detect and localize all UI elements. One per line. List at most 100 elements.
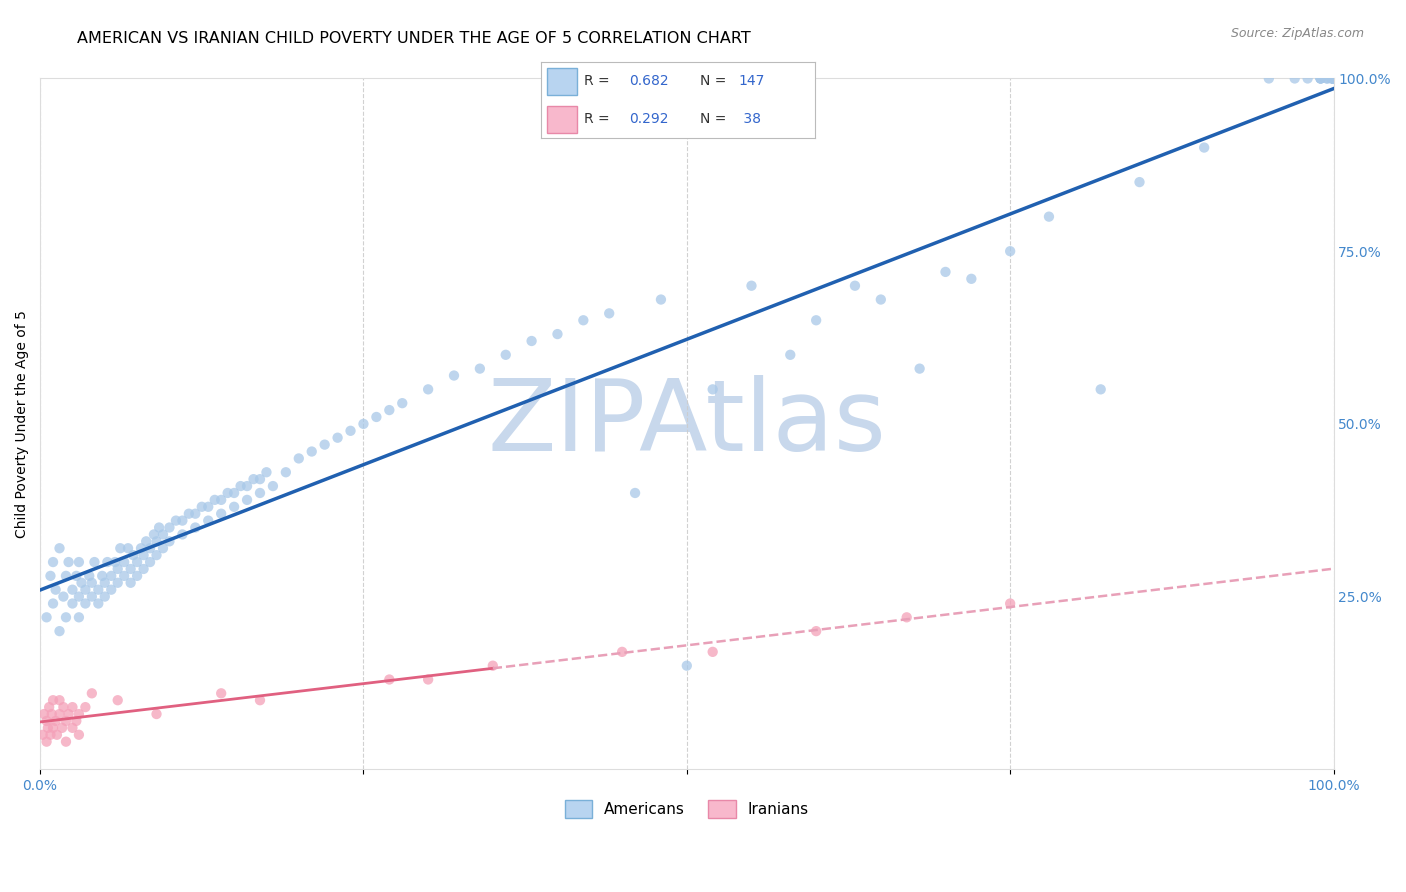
Point — [1322, 71, 1344, 86]
Point — [31, 728, 53, 742]
Point — [117, 541, 139, 556]
Point — [804, 624, 827, 639]
Point — [107, 562, 129, 576]
Point — [110, 541, 132, 556]
Point — [1322, 71, 1344, 86]
Point — [1128, 175, 1150, 189]
Point — [908, 361, 931, 376]
Point — [83, 555, 105, 569]
Point — [75, 700, 97, 714]
Point — [39, 728, 62, 742]
Point — [804, 313, 827, 327]
Point — [107, 693, 129, 707]
Point — [301, 444, 323, 458]
Point — [960, 272, 983, 286]
Point — [152, 527, 174, 541]
Point — [1309, 71, 1331, 86]
Point — [1257, 71, 1279, 86]
Point — [96, 555, 118, 569]
Point — [45, 582, 67, 597]
Point — [1322, 71, 1344, 86]
Text: R =: R = — [583, 112, 614, 127]
Point — [229, 479, 252, 493]
Point — [197, 514, 219, 528]
Point — [204, 492, 226, 507]
Text: 0.292: 0.292 — [628, 112, 668, 127]
Point — [418, 673, 440, 687]
Point — [236, 479, 259, 493]
Text: N =: N = — [700, 74, 731, 88]
Text: 38: 38 — [738, 112, 761, 127]
Point — [107, 575, 129, 590]
Point — [104, 555, 127, 569]
Point — [998, 597, 1021, 611]
Point — [1320, 71, 1343, 86]
Point — [48, 706, 70, 721]
Point — [145, 534, 167, 549]
Point — [67, 706, 90, 721]
Point — [145, 706, 167, 721]
Point — [1322, 71, 1344, 86]
Point — [624, 486, 647, 500]
Point — [122, 548, 145, 562]
Text: N =: N = — [700, 112, 731, 127]
Point — [1322, 71, 1344, 86]
Text: ZIPAtlas: ZIPAtlas — [488, 376, 886, 473]
Point — [80, 590, 103, 604]
Point — [779, 348, 801, 362]
Point — [67, 610, 90, 624]
Point — [274, 465, 297, 479]
Point — [159, 520, 181, 534]
Point — [598, 306, 620, 320]
Point — [262, 479, 284, 493]
Point — [1038, 210, 1060, 224]
Point — [67, 728, 90, 742]
Point — [209, 507, 232, 521]
Point — [165, 514, 187, 528]
Point — [378, 403, 401, 417]
Point — [520, 334, 543, 348]
Point — [67, 555, 90, 569]
Point — [418, 382, 440, 396]
Point — [896, 610, 918, 624]
Point — [55, 610, 77, 624]
Point — [65, 569, 87, 583]
Point — [249, 693, 271, 707]
Point — [177, 507, 200, 521]
Point — [1296, 71, 1319, 86]
Text: 147: 147 — [738, 74, 765, 88]
Point — [159, 534, 181, 549]
Point — [217, 486, 239, 500]
Point — [1322, 71, 1344, 86]
Point — [37, 721, 59, 735]
Point — [58, 555, 80, 569]
Point — [51, 721, 73, 735]
Point — [256, 465, 278, 479]
Point — [1322, 71, 1344, 86]
Point — [129, 541, 152, 556]
FancyBboxPatch shape — [547, 68, 576, 95]
Point — [314, 437, 336, 451]
Point — [1322, 71, 1344, 86]
Point — [75, 582, 97, 597]
Point — [1309, 71, 1331, 86]
Text: AMERICAN VS IRANIAN CHILD POVERTY UNDER THE AGE OF 5 CORRELATION CHART: AMERICAN VS IRANIAN CHILD POVERTY UNDER … — [77, 31, 751, 46]
Point — [844, 278, 866, 293]
Point — [1316, 71, 1339, 86]
Point — [41, 706, 63, 721]
Point — [191, 500, 214, 514]
Point — [142, 527, 165, 541]
Point — [702, 645, 724, 659]
Point — [236, 492, 259, 507]
Point — [42, 555, 65, 569]
Point — [48, 624, 70, 639]
Point — [184, 520, 207, 534]
Point — [132, 548, 155, 562]
Point — [52, 590, 75, 604]
Point — [249, 472, 271, 486]
Point — [391, 396, 413, 410]
Point — [869, 293, 891, 307]
Point — [224, 500, 246, 514]
Point — [48, 693, 70, 707]
Point — [100, 569, 122, 583]
